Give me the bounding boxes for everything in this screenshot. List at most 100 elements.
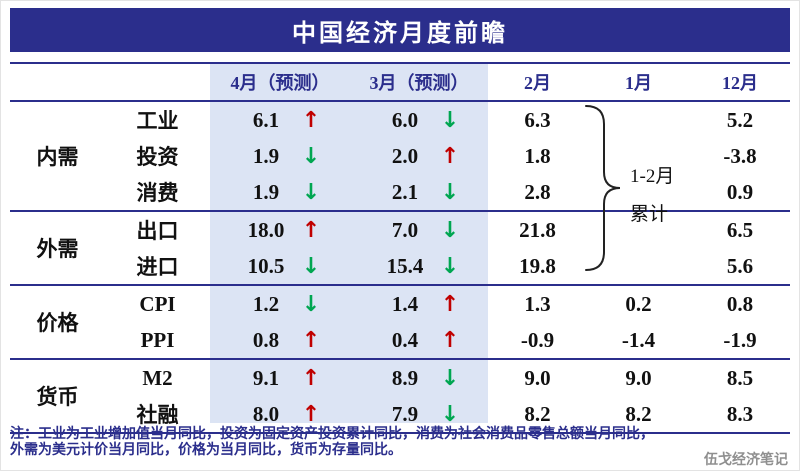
indicator-label: M2 bbox=[142, 365, 173, 390]
forecast-cell: 7.0 ↓ bbox=[350, 211, 488, 248]
value: 8.9 bbox=[391, 365, 419, 390]
table-row-industry: 内需 工业 6.1 ↑ 6.0 ↓ 6.3 5.2 bbox=[10, 101, 790, 170]
table-row-exports: 外需 出口 18.0 ↑ 7.0 ↓ 21.8 6.5 bbox=[10, 211, 790, 261]
header-spacer bbox=[105, 63, 210, 101]
trend-arrow-icon: ↑ bbox=[301, 327, 321, 353]
value: 1.2 bbox=[252, 291, 280, 316]
value-cell: 5.6 bbox=[726, 253, 754, 278]
footnote-line2: 外需为美元计价当月同比，价格为当月同比，货币为存量同比。 bbox=[10, 443, 402, 458]
trend-arrow-icon: ↓ bbox=[440, 253, 460, 279]
value: 1.9 bbox=[252, 179, 280, 204]
value-cell: -1.4 bbox=[621, 327, 656, 352]
col-header-apr-forecast: 4月（预测） bbox=[230, 73, 330, 93]
value-cell: -1.9 bbox=[723, 327, 757, 352]
value-cell: 8.3 bbox=[726, 401, 754, 426]
forecast-columns-highlight bbox=[210, 62, 488, 423]
value-cell: 19.8 bbox=[519, 253, 556, 278]
forecast-cell: 0.4 ↑ bbox=[350, 322, 488, 359]
value-cell: 8.2 bbox=[524, 401, 551, 426]
table-row-imports: 进口 10.5 ↓ 15.4 ↓ 19.8 5.6 bbox=[10, 248, 790, 285]
value-cell: 8.2 bbox=[625, 401, 652, 426]
table-row-investment: 投资 1.9 ↓ 2.0 ↑ 1.8 -3.8 bbox=[10, 138, 790, 174]
value-cell: 21.8 bbox=[519, 217, 556, 242]
forecast-cell: 10.5 ↓ bbox=[210, 248, 350, 285]
indicator-label: PPI bbox=[140, 327, 175, 352]
economy-table: 4月（预测） 3月（预测） 2月 1月 12月 内需 工业 6.1 ↑ 6.0 ↓ … bbox=[10, 62, 790, 434]
forecast-cell: 8.0 ↑ bbox=[210, 396, 350, 433]
value: 7.0 bbox=[391, 217, 419, 242]
bracket-label-line2: 累计 bbox=[630, 204, 669, 225]
footnote-line1: 注：工业为工业增加值当月同比，投资为固定资产投资累计同比，消费为社会消费品零售总… bbox=[10, 427, 654, 442]
col-header-dec: 12月 bbox=[722, 73, 758, 93]
forecast-cell: 6.0 ↓ bbox=[350, 101, 488, 138]
value: 2.1 bbox=[391, 179, 419, 204]
forecast-cell: 9.1 ↑ bbox=[210, 359, 350, 396]
forecast-cell: 15.4 ↓ bbox=[350, 248, 488, 285]
trend-arrow-icon: ↓ bbox=[301, 179, 321, 205]
value: 18.0 bbox=[247, 217, 285, 242]
trend-arrow-icon: ↑ bbox=[301, 107, 321, 133]
trend-arrow-icon: ↓ bbox=[440, 179, 460, 205]
value: 7.9 bbox=[391, 401, 419, 426]
forecast-cell: 2.0 ↑ bbox=[350, 138, 488, 174]
indicator-label: 出口 bbox=[136, 219, 179, 243]
value: 1.4 bbox=[391, 291, 419, 316]
trend-arrow-icon: ↓ bbox=[440, 401, 460, 427]
indicator-label: 社融 bbox=[136, 403, 179, 427]
indicator-label: 投资 bbox=[136, 145, 179, 169]
table-row-tsf: 社融 8.0 ↑ 7.9 ↓ 8.2 8.2 8.3 bbox=[10, 396, 790, 433]
value-cell: 9.0 bbox=[625, 365, 652, 390]
trend-arrow-icon: ↓ bbox=[440, 365, 460, 391]
forecast-cell: 1.4 ↑ bbox=[350, 285, 488, 322]
forecast-cell: 6.1 ↑ bbox=[210, 101, 350, 138]
table-row-ppi: PPI 0.8 ↑ 0.4 ↑ -0.9 -1.4 -1.9 bbox=[10, 322, 790, 359]
value: 8.0 bbox=[252, 401, 280, 426]
forecast-cell: 8.9 ↓ bbox=[350, 359, 488, 396]
trend-arrow-icon: ↓ bbox=[440, 217, 460, 243]
table-row-m2: 货币 M2 9.1 ↑ 8.9 ↓ 9.0 9.0 8.5 bbox=[10, 359, 790, 409]
value-cell: -3.8 bbox=[723, 143, 757, 168]
trend-arrow-icon: ↓ bbox=[440, 107, 460, 133]
indicator-label: 消费 bbox=[136, 181, 179, 205]
col-header-jan: 1月 bbox=[625, 73, 652, 93]
trend-arrow-icon: ↑ bbox=[301, 365, 321, 391]
trend-arrow-icon: ↑ bbox=[301, 217, 321, 243]
value-cell: 9.0 bbox=[524, 365, 551, 390]
bracket-label-line1: 1-2月 bbox=[630, 166, 675, 187]
forecast-cell: 2.1 ↓ bbox=[350, 174, 488, 211]
forecast-cell: 7.9 ↓ bbox=[350, 396, 488, 433]
value-cell: 6.5 bbox=[726, 217, 754, 242]
value: 0.8 bbox=[252, 327, 280, 352]
trend-arrow-icon: ↑ bbox=[440, 291, 460, 317]
group-label-external-demand: 外需 bbox=[36, 237, 79, 261]
table-row-consumption: 消费 1.9 ↓ 2.1 ↓ 2.8 0.9 bbox=[10, 174, 790, 211]
footnote: 注：工业为工业增加值当月同比，投资为固定资产投资累计同比，消费为社会消费品零售总… bbox=[10, 427, 770, 459]
indicator-label: 工业 bbox=[136, 109, 179, 133]
col-header-mar-forecast: 3月（预测） bbox=[369, 73, 469, 93]
group-label-money: 货币 bbox=[36, 385, 79, 409]
table-row-cpi: 价格 CPI 1.2 ↓ 1.4 ↑ 1.3 0.2 0.8 bbox=[10, 285, 790, 335]
group-label-prices: 价格 bbox=[36, 311, 79, 335]
value-cell: -0.9 bbox=[520, 327, 555, 352]
trend-arrow-icon: ↓ bbox=[301, 291, 321, 317]
value-cell: 0.9 bbox=[726, 179, 754, 204]
value: 6.0 bbox=[391, 107, 419, 132]
value-cell: 1.3 bbox=[524, 291, 551, 316]
value-cell: 1.8 bbox=[524, 143, 551, 168]
trend-arrow-icon: ↓ bbox=[301, 143, 321, 169]
forecast-cell: 1.2 ↓ bbox=[210, 285, 350, 322]
forecast-cell: 1.9 ↓ bbox=[210, 138, 350, 174]
forecast-cell: 0.8 ↑ bbox=[210, 322, 350, 359]
forecast-cell: 18.0 ↑ bbox=[210, 211, 350, 248]
trend-arrow-icon: ↑ bbox=[301, 401, 321, 427]
value: 10.5 bbox=[247, 253, 285, 278]
header-row: 4月（预测） 3月（预测） 2月 1月 12月 bbox=[10, 63, 790, 101]
credit-text: 伍戈经济笔记 bbox=[704, 453, 788, 468]
page-title: 中国经济月度前瞻 bbox=[292, 20, 508, 47]
jan-feb-cumulative-label: 1-2月 累计 bbox=[630, 158, 700, 234]
value-cell: 0.8 bbox=[726, 291, 754, 316]
col-header-feb: 2月 bbox=[524, 73, 551, 93]
value-cell: 0.2 bbox=[625, 291, 652, 316]
value: 2.0 bbox=[391, 143, 419, 168]
value-cell: 5.2 bbox=[726, 107, 754, 132]
